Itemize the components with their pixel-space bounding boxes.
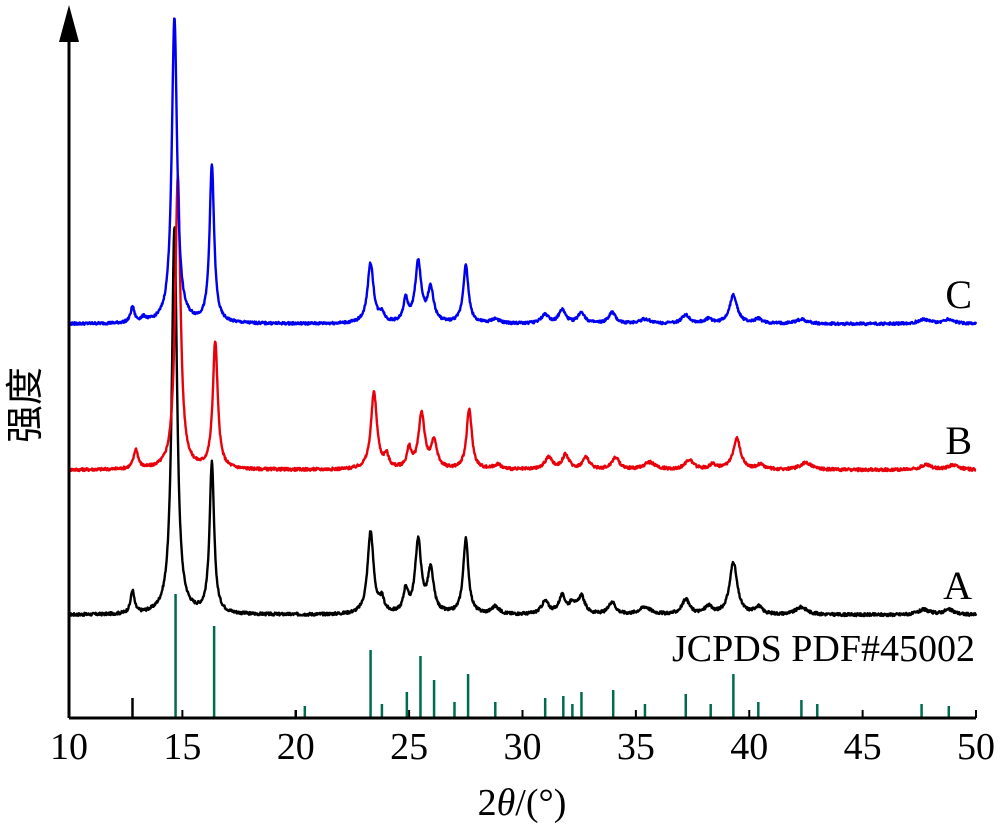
x-axis-ticks: 10 15 20 25 30 35 40 45 50: [50, 710, 995, 768]
series-curves: [67, 17, 978, 618]
series-c-label: C: [945, 272, 972, 317]
y-axis-title: 强度: [5, 367, 47, 443]
x-tick-label: 45: [844, 726, 882, 768]
x-axis-title: 2θ/(°): [478, 782, 567, 824]
x-tick-label: 30: [504, 726, 542, 768]
x-tick-label: 35: [617, 726, 655, 768]
x-tick-label: 10: [50, 726, 88, 768]
x-tick-label: 20: [277, 726, 315, 768]
y-axis-arrow-icon: [59, 5, 79, 42]
reference-label: JCPDS PDF#45002: [672, 628, 975, 670]
series-a-label: A: [943, 563, 972, 608]
series-labels: A B C: [943, 272, 972, 608]
series-c-curve: [67, 17, 978, 327]
x-tick-label: 25: [390, 726, 428, 768]
series-b-label: B: [945, 418, 972, 463]
series-b-curve: [67, 174, 977, 473]
x-tick-label: 15: [163, 726, 201, 768]
x-tick-label: 40: [730, 726, 768, 768]
reference-lines: [131, 594, 951, 718]
x-tick-label: 50: [957, 726, 995, 768]
series-a-curve: [68, 226, 978, 618]
